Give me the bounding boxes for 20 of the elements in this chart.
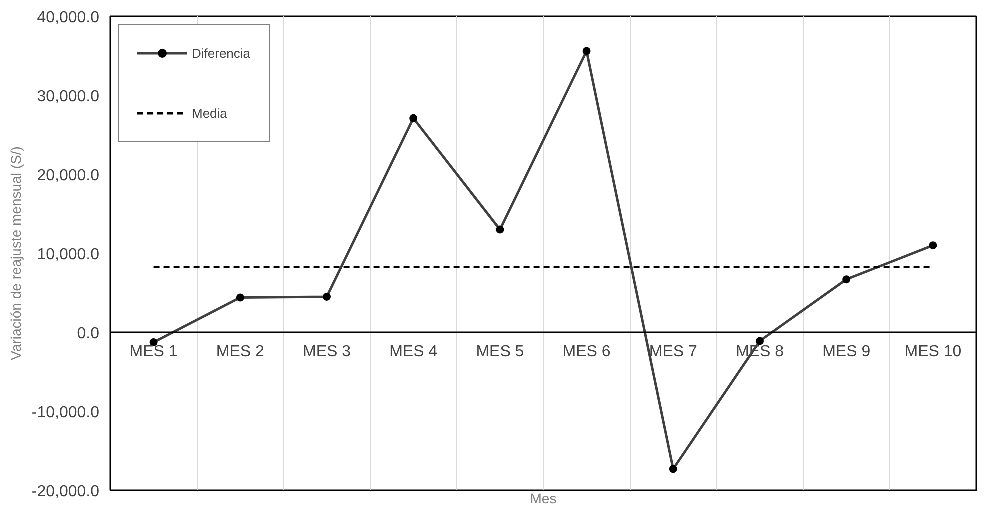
x-tick-label: MES 3	[302, 344, 352, 360]
x-tick-label: MES 9	[822, 344, 871, 360]
y-tick-label: 40,000.0	[37, 10, 100, 26]
y-tick-label: 30,000.0	[37, 88, 100, 106]
y-tick-label: 10,000.0	[37, 246, 100, 264]
y-tick-label: 0.0	[77, 326, 100, 342]
x-tick-label: MES 6	[562, 344, 611, 360]
x-tick-label: MES 2	[216, 344, 265, 360]
y-axis-title: Variación de reajuste mensual (S/)	[8, 146, 24, 360]
y-tick-label: -20,000.0	[32, 484, 100, 500]
x-axis-title: Mes	[530, 490, 557, 506]
x-tick-label: MES 10	[904, 344, 962, 360]
x-tick-label: MES 1	[130, 344, 178, 360]
x-tick-label: MES 7	[649, 344, 698, 360]
legend-label: Diferencia	[192, 46, 251, 60]
legend-label: Media	[192, 106, 228, 120]
x-tick-label: MES 4	[390, 344, 438, 360]
y-tick-label: -10,000.0	[32, 404, 100, 422]
x-tick-label: MES 5	[476, 344, 524, 360]
y-tick-label: 20,000.0	[37, 168, 100, 184]
